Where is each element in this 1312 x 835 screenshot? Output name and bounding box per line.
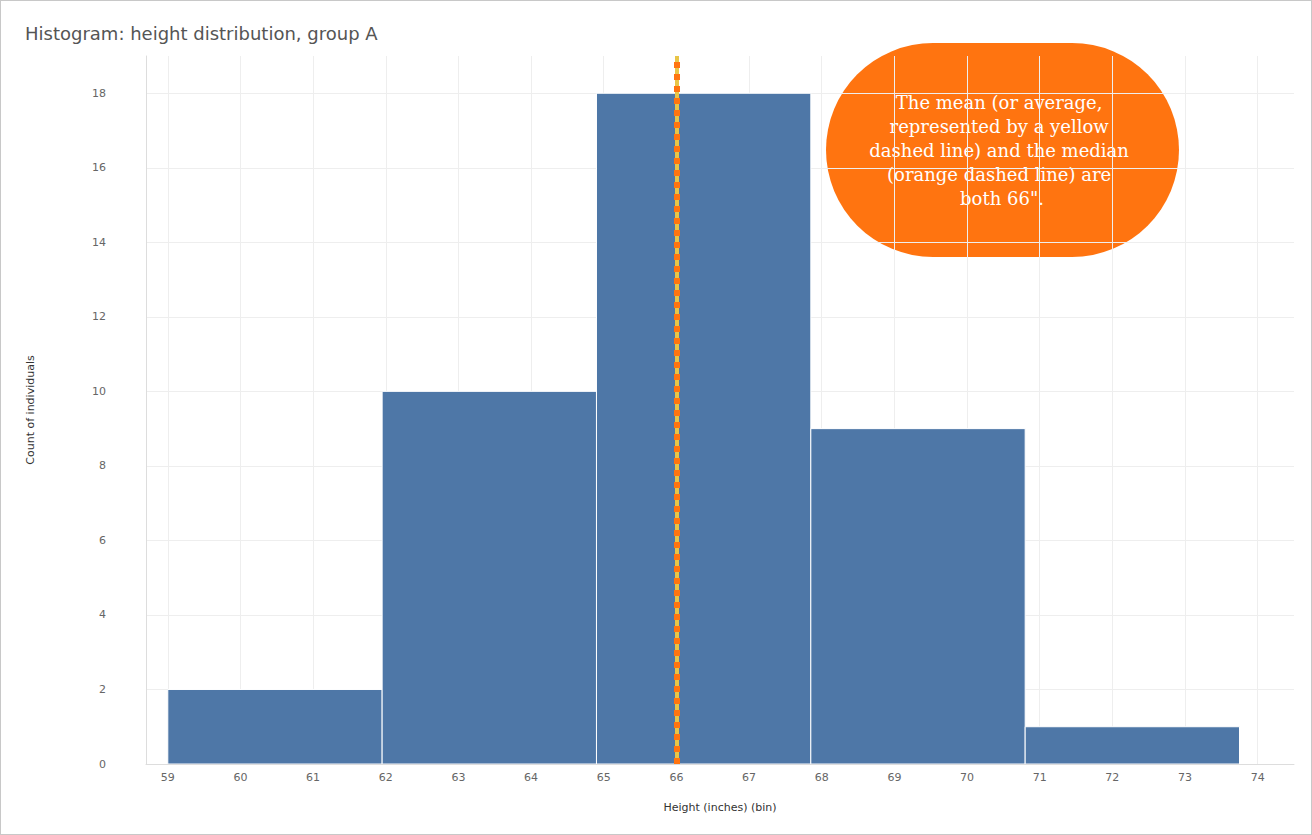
svg-text:67: 67: [742, 771, 756, 784]
svg-text:dashed line) and the median: dashed line) and the median: [869, 140, 1134, 161]
svg-text:61: 61: [306, 771, 320, 784]
svg-text:6: 6: [99, 534, 106, 547]
svg-text:16: 16: [92, 161, 106, 174]
svg-text:68: 68: [815, 771, 829, 784]
svg-text:both 66".: both 66".: [960, 188, 1044, 209]
svg-text:12: 12: [92, 310, 106, 323]
svg-text:The mean (or average,: The mean (or average,: [896, 92, 1108, 113]
svg-text:60: 60: [233, 771, 247, 784]
svg-text:69: 69: [887, 771, 901, 784]
svg-text:Histogram: height distribution: Histogram: height distribution, group A: [25, 23, 378, 44]
svg-text:10: 10: [92, 385, 106, 398]
svg-text:59: 59: [161, 771, 175, 784]
svg-text:Count of individuals: Count of individuals: [24, 355, 37, 465]
svg-text:Height (inches) (bin): Height (inches) (bin): [663, 801, 776, 814]
svg-text:71: 71: [1033, 771, 1047, 784]
svg-text:2: 2: [99, 683, 106, 696]
svg-text:65: 65: [597, 771, 611, 784]
svg-text:63: 63: [451, 771, 465, 784]
svg-text:62: 62: [379, 771, 393, 784]
svg-text:represented by a yellow: represented by a yellow: [890, 116, 1115, 137]
svg-text:72: 72: [1105, 771, 1119, 784]
svg-text:4: 4: [99, 608, 106, 621]
svg-text:(orange dashed line) are: (orange dashed line) are: [887, 164, 1117, 185]
svg-text:0: 0: [99, 758, 106, 771]
svg-text:74: 74: [1251, 771, 1265, 784]
svg-text:66: 66: [669, 771, 683, 784]
svg-text:14: 14: [92, 236, 106, 249]
svg-text:18: 18: [92, 87, 106, 100]
svg-text:8: 8: [99, 459, 106, 472]
svg-text:64: 64: [524, 771, 538, 784]
svg-text:73: 73: [1178, 771, 1192, 784]
svg-text:70: 70: [960, 771, 974, 784]
